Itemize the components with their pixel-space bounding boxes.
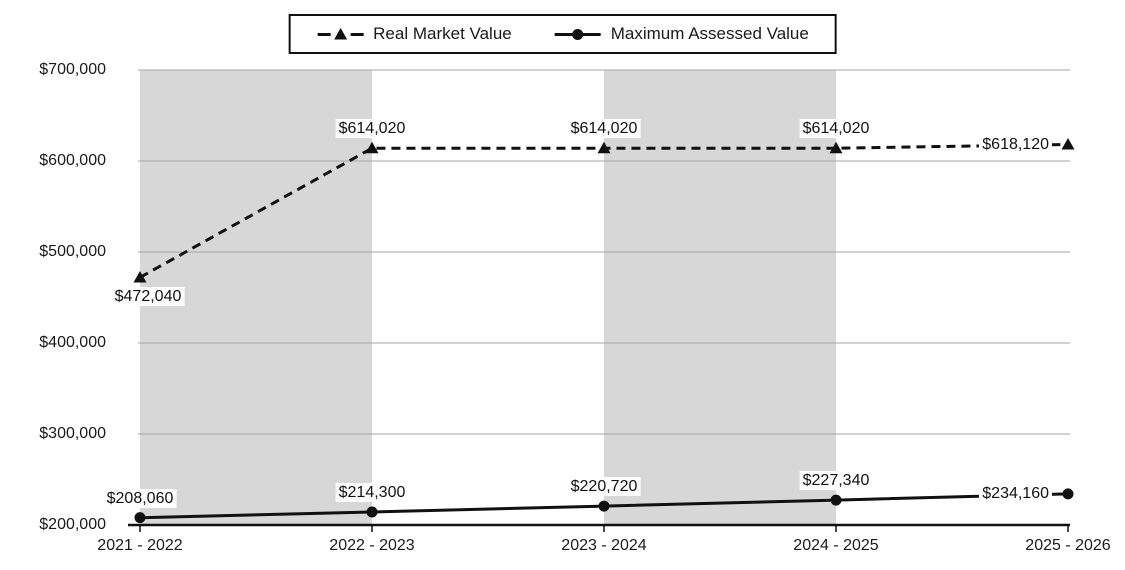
data-label: $234,160 xyxy=(979,483,1052,503)
triangle-marker xyxy=(365,141,379,154)
shaded-band xyxy=(604,70,836,525)
data-label: $227,340 xyxy=(799,471,873,491)
data-label: $614,020 xyxy=(799,119,873,139)
triangle-marker xyxy=(1061,138,1075,150)
y-axis-tick-label: $200,000 xyxy=(39,516,106,533)
y-axis-tick-label: $700,000 xyxy=(39,61,106,78)
legend-item-maximum-assessed-value: Maximum Assessed Value xyxy=(554,24,809,44)
y-axis-tick-label: $400,000 xyxy=(39,334,106,351)
legend-label-maximum-assessed-value: Maximum Assessed Value xyxy=(610,24,809,43)
solid-line-circle-marker-icon xyxy=(554,29,601,40)
y-axis-tick-label: $300,000 xyxy=(39,425,106,442)
data-label: $220,720 xyxy=(567,477,641,497)
circle-marker xyxy=(134,512,146,524)
circle-marker xyxy=(1062,488,1074,500)
legend-label-real-market-value: Real Market Value xyxy=(373,24,512,43)
chart-legend: Real Market Value Maximum Assessed Value xyxy=(288,14,837,54)
circle-marker xyxy=(830,494,842,506)
y-axis-tick-label: $600,000 xyxy=(39,152,106,169)
data-label: $614,020 xyxy=(567,119,641,139)
x-axis-tick-label: 2024 - 2025 xyxy=(793,537,879,554)
triangle-marker xyxy=(597,141,611,154)
legend-item-real-market-value: Real Market Value xyxy=(316,24,512,44)
data-label: $618,120 xyxy=(979,134,1052,154)
circle-marker xyxy=(366,506,378,518)
triangle-marker xyxy=(829,141,843,154)
circle-marker xyxy=(598,500,610,512)
data-label: $472,040 xyxy=(111,287,185,307)
data-label: $614,020 xyxy=(335,119,409,139)
x-axis-tick-label: 2021 - 2022 xyxy=(97,537,183,554)
data-label: $214,300 xyxy=(335,482,409,502)
data-label: $208,060 xyxy=(103,488,177,508)
dashed-line-triangle-marker-icon xyxy=(317,28,364,40)
triangle-marker xyxy=(133,270,147,283)
x-axis-tick-label: 2025 - 2026 xyxy=(1025,537,1111,554)
y-axis-tick-label: $500,000 xyxy=(39,243,106,260)
x-axis-tick-label: 2022 - 2023 xyxy=(329,537,415,554)
x-axis-tick-label: 2023 - 2024 xyxy=(561,537,647,554)
